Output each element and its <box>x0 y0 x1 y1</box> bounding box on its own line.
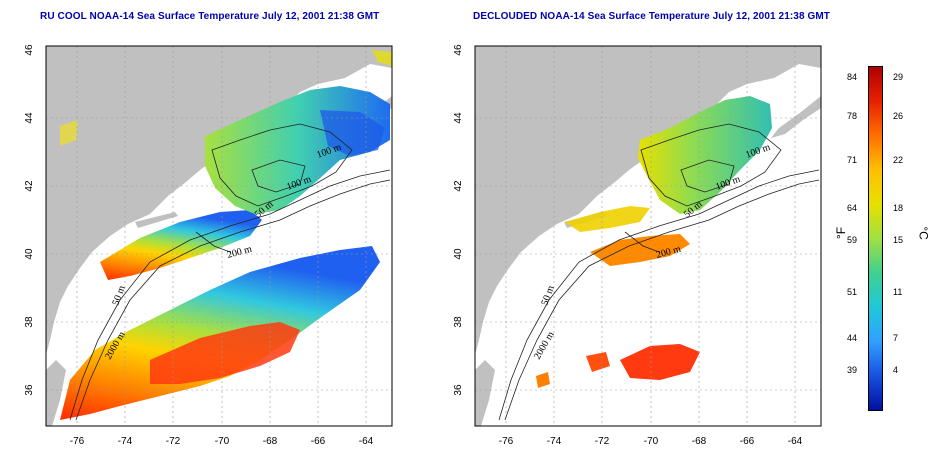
x-tick-label: -68 <box>263 436 278 447</box>
fahrenheit-unit-label: °F <box>834 226 849 240</box>
left-map-frame <box>45 45 393 427</box>
colorbar-celsius-tick: 26 <box>893 111 904 121</box>
y-tick-label: 40 <box>24 248 35 260</box>
right-bathymetry-contours <box>498 123 820 421</box>
colorbar-celsius-tick: 22 <box>893 155 904 165</box>
y-tick-label: 38 <box>453 316 464 328</box>
right-sst-shelf-yellow <box>565 206 650 232</box>
left-sst-south <box>60 246 380 420</box>
y-tick-label: 40 <box>453 248 464 260</box>
right-sst-orange-spot <box>536 372 550 388</box>
right-sst-south-red <box>620 344 700 380</box>
left-panel-title: RU COOL NOAA-14 Sea Surface Temperature … <box>40 11 380 22</box>
colorbar-fahrenheit-tick: 78 <box>847 111 858 121</box>
y-tick-label: 46 <box>24 44 35 56</box>
right-land <box>475 46 821 355</box>
colorbar-celsius-tick: 11 <box>893 287 903 297</box>
colorbar-fahrenheit-tick: 84 <box>847 72 858 82</box>
colorbar-fahrenheit-tick: 44 <box>847 333 858 343</box>
colorbar-fahrenheit-tick: 64 <box>847 203 858 213</box>
y-tick-label: 46 <box>453 44 464 56</box>
colorbar-celsius-tick: 4 <box>893 365 899 375</box>
x-tick-label: -64 <box>788 436 803 447</box>
left-sst-yellow-edge <box>60 120 78 146</box>
left-land <box>46 46 392 355</box>
x-tick-label: -74 <box>118 436 133 447</box>
right-land-south <box>475 360 495 426</box>
y-tick-label: 44 <box>24 112 35 124</box>
colorbar-fahrenheit-tick: 39 <box>847 365 858 375</box>
right-gridlines <box>475 46 821 426</box>
right-land-nova-scotia <box>771 96 821 138</box>
axis-tick-labels: 46 44 42 40 38 36 -76 -74 -72 -70 -68 -66 -64 46 44 42 4… <box>24 44 803 447</box>
left-map <box>45 45 393 427</box>
left-gridlines <box>46 46 392 426</box>
y-tick-label: 38 <box>24 316 35 328</box>
x-tick-label: -76 <box>499 436 514 447</box>
x-tick-label: -70 <box>644 436 659 447</box>
y-tick-label: 36 <box>24 384 35 396</box>
x-tick-label: -68 <box>692 436 707 447</box>
right-sst-red-small <box>586 352 610 372</box>
left-sst-north-yellow <box>372 50 392 66</box>
colorbar-celsius-tick: 7 <box>893 333 899 343</box>
right-panel-title: DECLOUDED NOAA-14 Sea Surface Temperatur… <box>473 11 830 22</box>
colorbar-fahrenheit-tick: 59 <box>847 235 858 245</box>
x-tick-label: -72 <box>166 436 181 447</box>
colorbar-celsius-tick: 15 <box>893 235 904 245</box>
colorbar: 84 78 71 64 59 51 44 39 29 26 22 18 15 11 7 4 °F °C <box>834 66 945 411</box>
colorbar-fahrenheit-tick: 71 <box>847 155 858 165</box>
y-tick-label: 42 <box>453 180 464 192</box>
x-tick-label: -66 <box>740 436 755 447</box>
right-map <box>474 45 822 427</box>
x-tick-label: -64 <box>359 436 374 447</box>
y-tick-label: 44 <box>453 112 464 124</box>
left-land-south <box>46 360 66 426</box>
x-tick-label: -70 <box>215 436 230 447</box>
right-map-frame <box>474 45 822 427</box>
x-tick-label: -72 <box>595 436 610 447</box>
left-bathymetry-contours <box>69 123 391 421</box>
left-sst-deep-blue <box>320 110 385 156</box>
left-land-longisland <box>135 212 178 228</box>
colorbar-gradient <box>868 66 883 411</box>
colorbar-celsius-tick: 18 <box>893 203 904 213</box>
x-tick-label: -76 <box>70 436 85 447</box>
x-tick-label: -66 <box>311 436 326 447</box>
colorbar-fahrenheit-tick: 51 <box>847 287 858 297</box>
celsius-unit-label: °C <box>916 226 931 240</box>
x-tick-label: -74 <box>547 436 562 447</box>
colorbar-celsius-tick: 29 <box>893 72 904 82</box>
left-sst-red-core <box>150 322 300 384</box>
y-tick-label: 36 <box>453 384 464 396</box>
y-tick-label: 42 <box>24 180 35 192</box>
right-sst-gulf-maine <box>638 96 772 214</box>
